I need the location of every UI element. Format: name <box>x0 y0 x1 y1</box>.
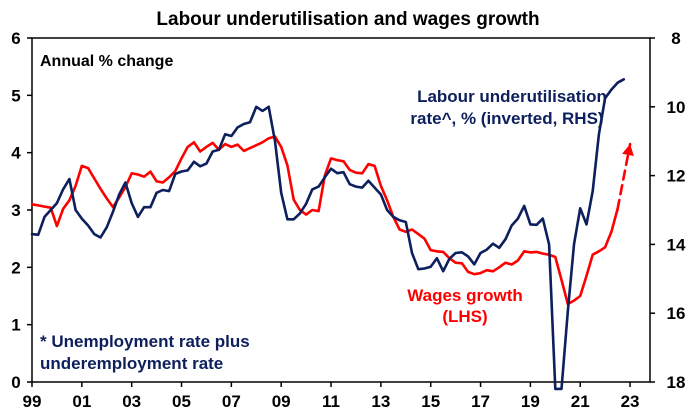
x-axis-ticks: 99 01 03 05 07 09 11 13 15 17 19 21 23 <box>23 382 640 411</box>
right-tick-label: 8 <box>671 29 680 48</box>
underutilisation-label-line2: rate^, % (inverted, RHS) <box>410 109 603 128</box>
x-tick-label: 11 <box>322 392 340 411</box>
x-tick-label: 21 <box>571 392 590 411</box>
series-lines <box>30 78 634 391</box>
chart-subtitle: Annual % change <box>40 53 173 70</box>
left-tick-label: 4 <box>11 144 21 163</box>
x-tick-label: 23 <box>621 392 640 411</box>
wages-label-line1: Wages growth <box>407 286 523 305</box>
left-tick-label: 3 <box>11 201 20 220</box>
right-axis-ticks: 8 10 12 14 16 18 <box>650 29 686 392</box>
x-tick-label: 03 <box>122 392 141 411</box>
right-tick-label: 12 <box>667 167 686 186</box>
x-tick-label: 09 <box>272 392 291 411</box>
x-tick-label: 01 <box>72 392 91 411</box>
wages-projection-line <box>616 142 632 211</box>
x-tick-label: 05 <box>172 392 191 411</box>
left-tick-label: 2 <box>11 258 20 277</box>
x-tick-label: 19 <box>521 392 540 411</box>
footnote-line1: * Unemployment rate plus <box>40 332 250 351</box>
left-axis-ticks: 0 1 2 3 4 5 6 <box>11 29 32 392</box>
x-tick-label: 99 <box>23 392 42 411</box>
x-tick-label: 13 <box>371 392 390 411</box>
right-tick-label: 18 <box>667 373 686 392</box>
left-tick-label: 0 <box>11 373 20 392</box>
underutilisation-label-line1: Labour underutilisation <box>417 87 607 106</box>
left-tick-label: 6 <box>11 29 20 48</box>
left-tick-label: 1 <box>11 316 20 335</box>
projection-arrowhead <box>622 144 634 156</box>
x-tick-label: 17 <box>471 392 490 411</box>
underutilisation-line <box>30 78 626 391</box>
wages-label-line2: (LHS) <box>442 307 487 326</box>
chart-title: Labour underutilisation and wages growth <box>156 9 539 30</box>
right-tick-label: 16 <box>667 304 686 323</box>
footnote-line2: underemployment rate <box>40 354 223 373</box>
right-tick-label: 10 <box>667 98 686 117</box>
x-tick-label: 07 <box>222 392 241 411</box>
x-tick-label: 15 <box>421 392 440 411</box>
left-tick-label: 5 <box>11 86 20 105</box>
right-tick-label: 14 <box>667 235 686 254</box>
